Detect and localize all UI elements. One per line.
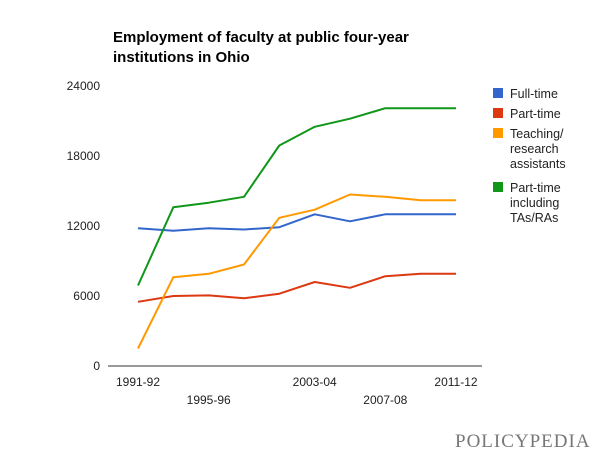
- series-line: [137, 193, 456, 349]
- legend-label: Part-time: [510, 181, 561, 195]
- x-tick-label: 2003-04: [293, 375, 337, 389]
- y-axis-ticks: 0 6000 12000 18000 24000: [67, 79, 101, 373]
- legend-label: Full-time: [510, 87, 558, 101]
- y-tick-label: 6000: [73, 289, 100, 303]
- x-tick-label: 1995-96: [187, 393, 231, 407]
- legend-swatch: [493, 108, 503, 118]
- legend-label: research: [510, 142, 559, 156]
- y-tick-label: 18000: [67, 149, 101, 163]
- legend-label: Part-time: [510, 107, 561, 121]
- series-line: [137, 213, 456, 232]
- x-tick-label: 1991-92: [116, 375, 160, 389]
- y-tick-label: 12000: [67, 219, 101, 233]
- legend-label: Teaching/: [510, 127, 564, 141]
- legend-swatch: [493, 128, 503, 138]
- chart-title-line: Employment of faculty at public four-yea…: [113, 29, 409, 46]
- y-tick-label: 24000: [67, 79, 101, 93]
- legend: Full-time Part-time Teaching/researchassis…: [493, 87, 566, 225]
- series-lines: [137, 107, 456, 349]
- series-line: [137, 107, 456, 286]
- x-axis-ticks: 1991-92 1995-96 2003-04 2007-08 2011-12: [116, 375, 478, 407]
- legend-label: TAs/RAs: [510, 211, 558, 225]
- legend-swatch: [493, 88, 503, 98]
- chart-title: Employment of faculty at public four-yea…: [113, 29, 409, 66]
- x-tick-label: 2011-12: [434, 375, 477, 389]
- y-tick-label: 0: [93, 359, 100, 373]
- policypedia-logo: POLICYPEDIA: [455, 431, 591, 452]
- legend-label: including: [510, 196, 559, 210]
- chart-title-line: institutions in Ohio: [113, 49, 250, 66]
- series-line: [137, 272, 456, 303]
- x-tick-label: 2007-08: [363, 393, 407, 407]
- legend-swatch: [493, 182, 503, 192]
- legend-label: assistants: [510, 157, 566, 171]
